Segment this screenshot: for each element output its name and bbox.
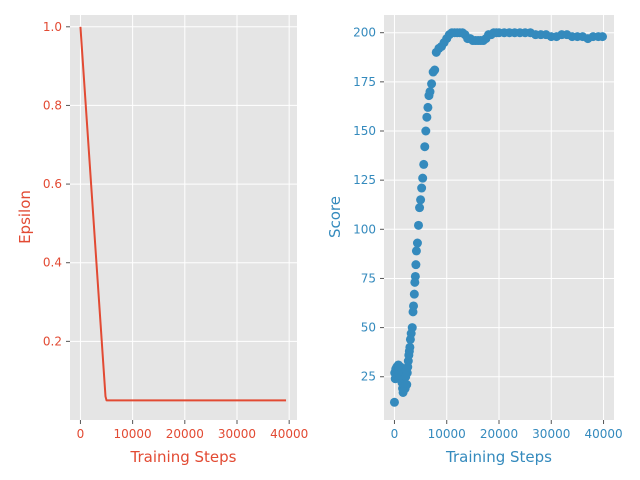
score-x-tick-label: 30000 [532, 427, 570, 441]
score-chart: 0 10000 20000 30000 40000 25 50 75 100 125 150 175… [326, 15, 623, 466]
score-data-point [389, 397, 399, 407]
score-data-point [411, 260, 421, 270]
score-data-point [418, 173, 428, 183]
score-y-tick-label: 175 [353, 75, 376, 89]
score-data-point [414, 220, 423, 230]
epsilon-y-tick-label: 1.0 [43, 20, 62, 34]
score-data-point [417, 183, 427, 193]
score-data-point [419, 159, 429, 169]
epsilon-x-tick-label: 0 [77, 427, 85, 441]
score-y-tick-label: 150 [353, 124, 376, 138]
score-y-tick-label: 125 [353, 173, 376, 187]
score-data-point [409, 301, 419, 311]
score-data-point [422, 112, 432, 122]
score-data-point [416, 195, 426, 205]
score-y-tick-label: 25 [361, 370, 376, 384]
epsilon-plot-area [70, 15, 297, 420]
score-y-axis-label: Score [326, 196, 344, 238]
epsilon-y-tick-label: 0.6 [43, 177, 62, 191]
epsilon-series-line [79, 26, 287, 402]
epsilon-x-tick-label: 30000 [218, 427, 256, 441]
score-data-point [420, 142, 430, 152]
epsilon-y-axis-label: Epsilon [16, 190, 34, 244]
score-y-tick-label: 50 [361, 321, 376, 335]
epsilon-y-ticks: 0.2 0.4 0.6 0.8 1.0 [43, 20, 70, 348]
score-data-point [412, 238, 422, 248]
score-data-point [423, 102, 433, 112]
score-y-tick-label: 75 [361, 271, 376, 285]
score-x-tick-label: 10000 [428, 427, 466, 441]
score-data-point [405, 342, 415, 352]
epsilon-gridlines [70, 15, 297, 420]
score-y-ticks: 25 50 75 100 125 150 175 200 [353, 26, 384, 384]
score-data-point [410, 271, 420, 281]
score-y-tick-label: 200 [353, 26, 376, 40]
score-x-axis-label: Training Steps [445, 448, 552, 466]
epsilon-y-tick-label: 0.2 [43, 334, 62, 348]
score-data-point [430, 65, 440, 75]
epsilon-y-tick-label: 0.8 [43, 98, 62, 112]
epsilon-x-tick-label: 20000 [166, 427, 204, 441]
epsilon-y-tick-label: 0.4 [43, 256, 62, 270]
score-data-point [415, 203, 425, 213]
score-data-point [598, 32, 607, 42]
score-x-tick-label: 0 [391, 427, 399, 441]
epsilon-series [79, 26, 287, 402]
score-data-point [411, 246, 421, 256]
epsilon-x-tick-label: 10000 [114, 427, 152, 441]
score-x-tick-label: 40000 [584, 427, 622, 441]
epsilon-x-tick-label: 40000 [270, 427, 308, 441]
score-data-point [409, 289, 419, 299]
epsilon-x-ticks: 0 10000 20000 30000 40000 [77, 420, 308, 441]
score-series [389, 28, 607, 407]
score-y-tick-label: 100 [353, 222, 376, 236]
score-data-point [421, 126, 431, 136]
score-data-point [407, 323, 417, 333]
epsilon-chart: 0 10000 20000 30000 40000 0.2 0.4 0.6 0.8 1.0 Tr… [16, 15, 308, 466]
epsilon-x-axis-label: Training Steps [130, 448, 237, 466]
score-x-ticks: 0 10000 20000 30000 40000 [391, 420, 623, 441]
score-data-point [425, 87, 435, 97]
score-data-point [402, 380, 412, 390]
score-data-point [427, 79, 437, 89]
score-x-tick-label: 20000 [480, 427, 518, 441]
